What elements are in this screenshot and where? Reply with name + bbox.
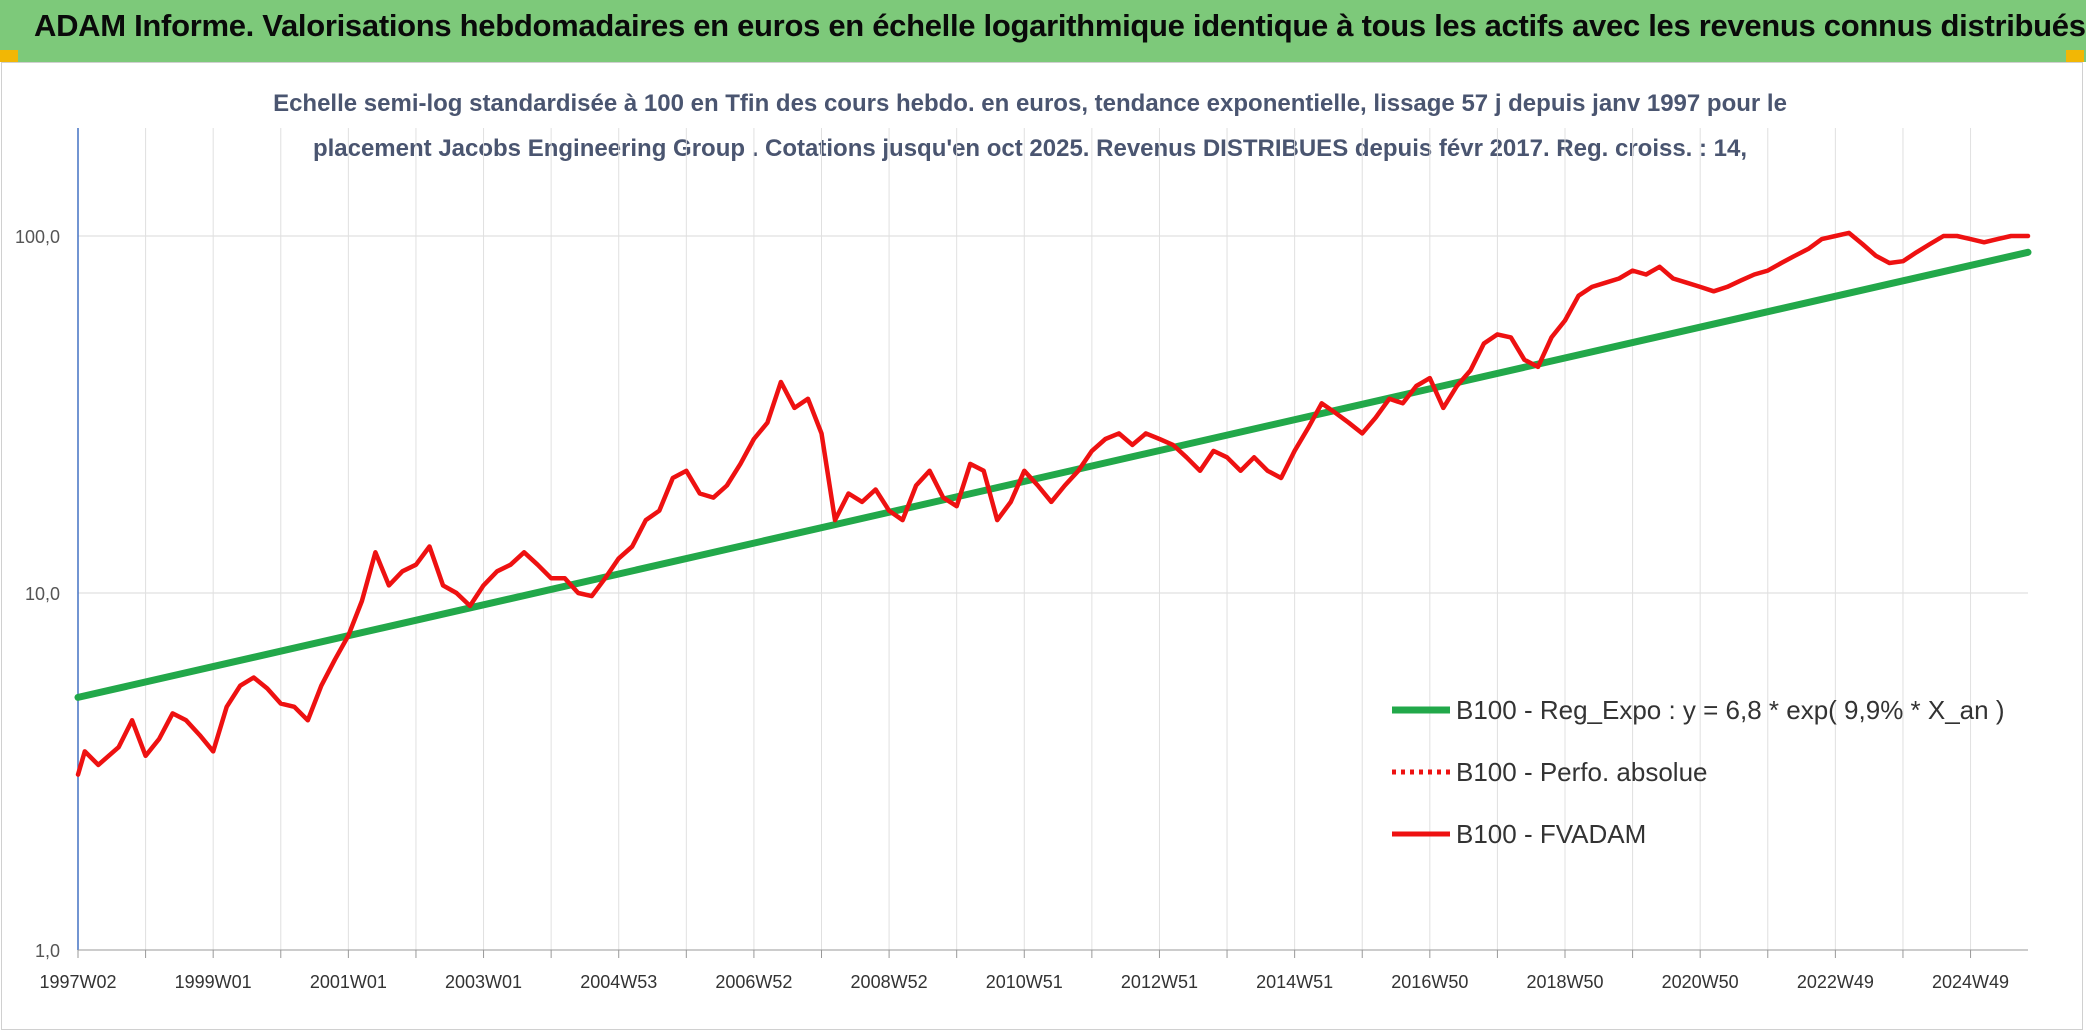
x-tick-label: 2014W51 <box>1256 972 1333 992</box>
x-tick-label: 2018W50 <box>1526 972 1603 992</box>
x-tick-label: 1997W02 <box>39 972 116 992</box>
x-tick-label: 2024W49 <box>1932 972 2009 992</box>
title-banner: ADAM Informe. Valorisations hebdomadaire… <box>0 0 2086 62</box>
corner-mark-right <box>2066 50 2084 62</box>
corner-mark-left <box>0 50 18 62</box>
legend-label: B100 - Perfo. absolue <box>1456 757 1708 787</box>
x-tick-label: 2006W52 <box>715 972 792 992</box>
page-title: ADAM Informe. Valorisations hebdomadaire… <box>34 8 2086 43</box>
chart-title-line1: Echelle semi-log standardisée à 100 en T… <box>273 90 1787 117</box>
x-tick-label: 2022W49 <box>1797 972 1874 992</box>
series-line-fvadam <box>75 230 2031 777</box>
x-tick-label: 2012W51 <box>1121 972 1198 992</box>
y-tick-label: 100,0 <box>15 227 60 247</box>
x-tick-label: 2001W01 <box>310 972 387 992</box>
x-tick-label: 2008W52 <box>851 972 928 992</box>
legend-label: B100 - Reg_Expo : y = 6,8 * exp( 9,9% * … <box>1456 695 2005 725</box>
x-tick-label: 2004W53 <box>580 972 657 992</box>
x-tick-label: 2016W50 <box>1391 972 1468 992</box>
y-tick-label: 10,0 <box>25 584 60 604</box>
y-tick-label: 1,0 <box>35 941 60 961</box>
chart-title-line2: placement Jacobs Engineering Group . Cot… <box>312 135 1748 162</box>
x-tick-label: 2020W50 <box>1662 972 1739 992</box>
legend-label: B100 - FVADAM <box>1456 819 1646 849</box>
chart-frame <box>1 62 2083 1030</box>
x-tick-label: 1999W01 <box>175 972 252 992</box>
x-tick-label: 2010W51 <box>986 972 1063 992</box>
x-tick-label: 2003W01 <box>445 972 522 992</box>
series-line-reg-expo <box>74 248 2032 701</box>
